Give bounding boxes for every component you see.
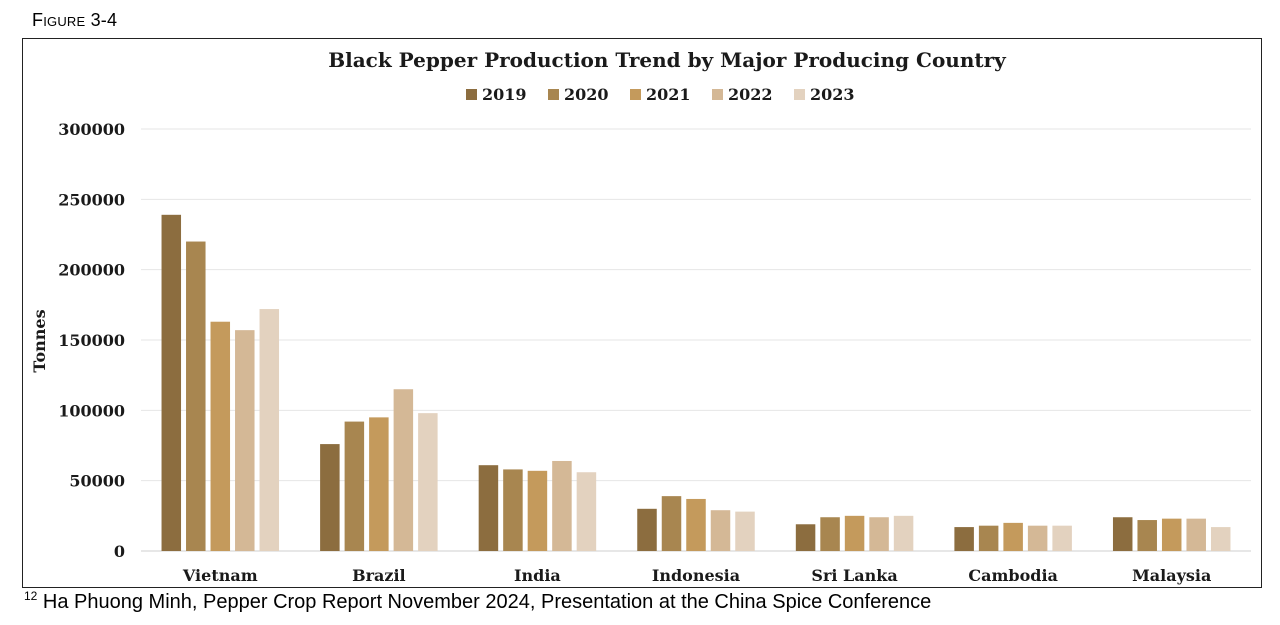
x-tick-label: Brazil (352, 566, 406, 585)
legend-item-2022: 2022 (712, 85, 773, 104)
bar-malaysia-2019 (1112, 517, 1133, 551)
bar-cambodia-2019 (954, 527, 974, 551)
chart-frame: Black Pepper Production Trend by Major P… (22, 38, 1262, 588)
bar-vietnam-2022 (235, 330, 255, 551)
bar-brazil-2019 (320, 444, 340, 551)
y-axis-label: Tonnes (30, 309, 49, 372)
x-tick-label: India (514, 566, 561, 585)
footnote: 12 Ha Phuong Minh, Pepper Crop Report No… (24, 589, 932, 614)
gridlines (141, 128, 1251, 552)
legend-label: 2022 (728, 85, 773, 104)
bar-india-2019 (478, 465, 499, 551)
chart-legend: 2019 2020 2021 2022 2023 (466, 85, 855, 104)
legend-label: 2023 (810, 85, 855, 104)
legend-swatch (548, 89, 559, 100)
figure-label-text: Figure 3-4 (32, 10, 118, 30)
y-tick-label: 200000 (58, 261, 125, 280)
y-tick-label: 0 (114, 542, 125, 561)
footnote-text: Ha Phuong Minh, Pepper Crop Report Novem… (42, 591, 932, 613)
y-axis-ticks: 0 50000 100000 150000 200000 250000 300000 (58, 120, 125, 561)
bar-cambodia-2020 (978, 525, 999, 551)
bar-indonesia-2023 (735, 511, 755, 551)
x-tick-label: Indonesia (652, 566, 740, 585)
legend-item-2021: 2021 (630, 85, 691, 104)
bar-vietnam-2019 (161, 214, 182, 551)
bar-indonesia-2020 (661, 496, 682, 551)
bar-vietnam-2020 (186, 241, 206, 552)
chart-title: Black Pepper Production Trend by Major P… (328, 48, 1007, 72)
bar-malaysia-2021 (1161, 518, 1182, 551)
legend-swatch (794, 89, 805, 100)
legend-item-2019: 2019 (466, 85, 527, 104)
bar-malaysia-2022 (1186, 518, 1206, 551)
x-axis-ticks: Vietnam Brazil India Indonesia Sri Lanka Camb… (182, 566, 1211, 585)
bar-brazil-2021 (369, 417, 389, 551)
bar-cambodia-2023 (1052, 525, 1072, 551)
x-tick-label: Malaysia (1132, 566, 1211, 585)
bar-sri-lanka-2022 (869, 517, 889, 551)
bar-sri-lanka-2023 (893, 515, 914, 551)
y-tick-label: 50000 (69, 472, 125, 491)
bar-india-2023 (576, 472, 597, 551)
bar-indonesia-2021 (686, 498, 706, 551)
y-tick-label: 100000 (58, 401, 125, 420)
legend-item-2023: 2023 (794, 85, 855, 104)
figure-label: Figure 3-4 (32, 10, 117, 31)
bar-cambodia-2022 (1027, 525, 1048, 551)
legend-swatch (712, 89, 723, 100)
bar-malaysia-2020 (1137, 520, 1157, 551)
legend-label: 2020 (564, 85, 609, 104)
bar-vietnam-2023 (259, 309, 280, 551)
bar-sri-lanka-2020 (820, 517, 840, 551)
legend-swatch (466, 89, 477, 100)
bar-brazil-2023 (418, 413, 438, 551)
legend-swatch (630, 89, 641, 100)
x-tick-label: Cambodia (968, 566, 1058, 585)
bar-india-2020 (503, 469, 523, 551)
legend-label: 2019 (482, 85, 527, 104)
bar-indonesia-2022 (710, 510, 731, 551)
bar-sri-lanka-2021 (844, 515, 865, 551)
bar-india-2022 (552, 460, 572, 551)
bar-sri-lanka-2019 (795, 524, 816, 551)
y-tick-label: 300000 (58, 120, 125, 139)
x-tick-label: Vietnam (182, 566, 258, 585)
legend-label: 2021 (646, 85, 691, 104)
x-tick-label: Sri Lanka (811, 566, 897, 585)
bars (161, 214, 1231, 552)
footnote-number: 12 (24, 589, 38, 603)
bar-brazil-2020 (344, 421, 365, 551)
legend-item-2020: 2020 (548, 85, 609, 104)
y-tick-label: 150000 (58, 331, 125, 350)
y-tick-label: 250000 (58, 190, 125, 209)
bar-malaysia-2023 (1210, 527, 1231, 551)
bar-brazil-2022 (393, 389, 414, 551)
bar-chart: Black Pepper Production Trend by Major P… (30, 48, 1251, 585)
bar-vietnam-2021 (210, 321, 231, 551)
bar-cambodia-2021 (1003, 522, 1023, 551)
bar-indonesia-2019 (637, 508, 657, 551)
bar-india-2021 (527, 470, 548, 551)
